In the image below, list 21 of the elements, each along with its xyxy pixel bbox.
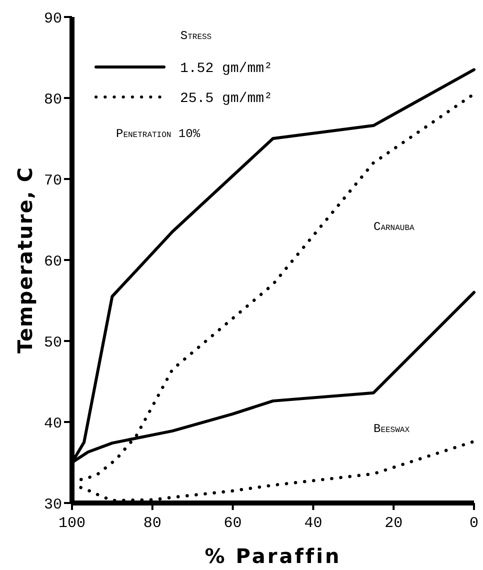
- x-tick-label: 60: [224, 515, 242, 532]
- legend-title: Stress: [180, 29, 212, 43]
- x-tick-label: 40: [304, 515, 322, 532]
- x-tick-label: 80: [143, 515, 162, 532]
- y-tick-label: 60: [44, 253, 62, 270]
- legend-label: 1.52 gm/mm²: [180, 60, 272, 77]
- legend-label: 25.5 gm/mm²: [180, 90, 272, 107]
- x-axis-title: % Paraffin: [204, 544, 342, 568]
- y-tick-label: 40: [44, 415, 62, 432]
- annotation: Carnauba: [374, 220, 415, 234]
- y-tick-label: 80: [44, 91, 62, 108]
- y-axis-title: Temperature, C: [13, 166, 37, 354]
- x-tick-label: 20: [384, 515, 403, 532]
- y-tick-label: 50: [44, 334, 62, 352]
- y-tick-label: 70: [44, 172, 62, 190]
- y-tick-label: 90: [44, 10, 62, 28]
- x-tick-label: 0: [469, 515, 479, 532]
- x-tick-label: 100: [58, 515, 86, 532]
- annotation: Penetration 10%: [116, 127, 201, 141]
- y-tick-label: 30: [44, 496, 62, 514]
- annotation: Beeswax: [374, 422, 410, 436]
